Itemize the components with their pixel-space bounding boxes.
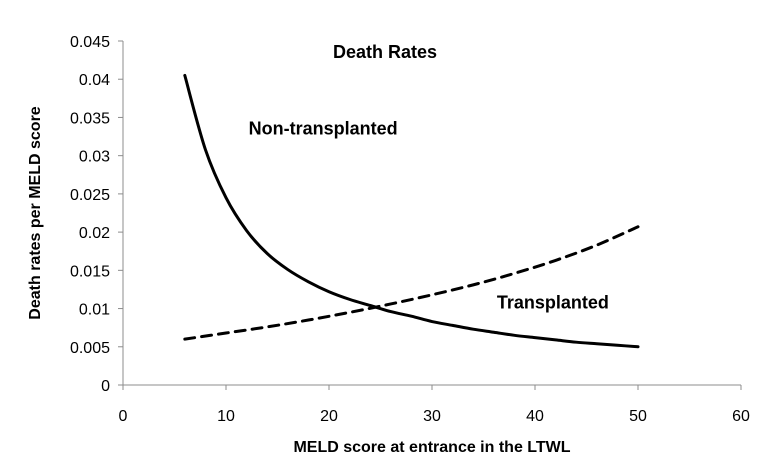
- x-tick-label: 10: [217, 408, 235, 425]
- x-axis-ticks: 0 10 20 30 40 50 60: [119, 385, 750, 425]
- series-line-non-transplanted: [183, 73, 640, 349]
- y-tick-label: 0: [101, 378, 110, 395]
- y-tick-label: 0.005: [70, 340, 110, 357]
- y-tick-label: 0.01: [79, 302, 110, 319]
- x-tick-label: 30: [423, 408, 441, 425]
- y-tick-label: 0.045: [70, 34, 110, 51]
- y-axis-ticks: 0 0.005 0.01 0.015 0.02 0.025 0.03 0.035 0.04 0.0…: [70, 34, 123, 395]
- y-tick-label: 0.035: [70, 110, 110, 127]
- series-label: Non-transplanted: [249, 118, 398, 138]
- x-tick-label: 50: [629, 408, 647, 425]
- chart-title: Death Rates: [333, 42, 437, 62]
- x-tick-label: 20: [320, 408, 338, 425]
- x-axis-title: MELD score at entrance in the LTWL: [293, 439, 570, 456]
- series-lines: [183, 73, 640, 349]
- series-label: Transplanted: [497, 293, 609, 313]
- y-tick-label: 0.025: [70, 187, 110, 204]
- y-tick-label: 0.04: [79, 72, 110, 89]
- x-tick-label: 40: [526, 408, 544, 425]
- series-annotations: Non-transplanted Transplanted: [249, 118, 609, 312]
- y-axis-title: Death rates per MELD score: [27, 106, 44, 320]
- y-tick-label: 0.03: [79, 149, 110, 166]
- x-tick-label: 60: [732, 408, 750, 425]
- series-line-transplanted: [183, 225, 640, 341]
- x-tick-label: 0: [119, 408, 128, 425]
- y-tick-label: 0.015: [70, 263, 110, 280]
- y-tick-label: 0.02: [79, 225, 110, 242]
